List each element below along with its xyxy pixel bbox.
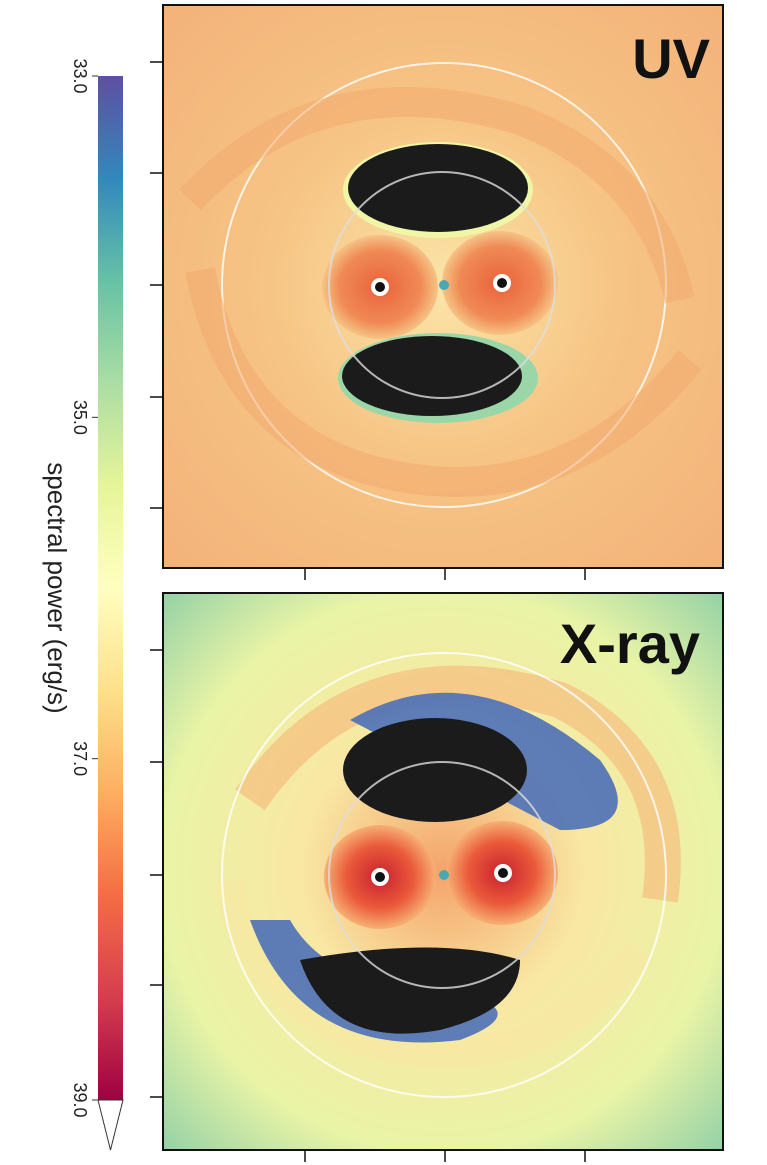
colorbar-extension	[97, 1099, 124, 1151]
panel-uv: UV	[162, 4, 724, 569]
colorbar-tick-label: 37.0	[70, 741, 90, 776]
colorbar-tick-label: 39.0	[70, 1082, 90, 1117]
panel-xray: X-ray	[162, 592, 724, 1151]
colorbar-ticks: 33.0 35.0 37.0 39.0	[70, 58, 98, 1118]
panel-label: UV	[632, 27, 710, 90]
panel-label: X-ray	[560, 612, 700, 675]
colorbar	[98, 76, 123, 1100]
colorbar-label: spectral power (erg/s)	[42, 462, 72, 713]
colorbar-tick-label: 35.0	[70, 400, 90, 435]
panel-ticks	[150, 61, 586, 1162]
colorbar-tick-label: 33.0	[70, 58, 90, 93]
